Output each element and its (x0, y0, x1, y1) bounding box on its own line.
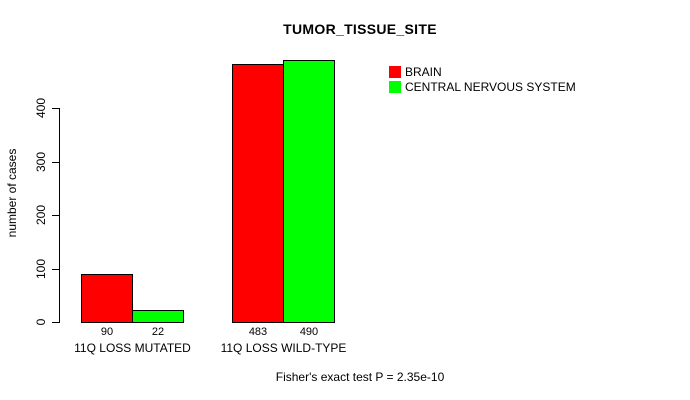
y-tick-mark (52, 108, 59, 109)
legend: BRAIN CENTRAL NERVOUS SYSTEM (389, 66, 576, 96)
y-axis-label: number of cases (5, 148, 19, 238)
legend-label-brain: BRAIN (405, 65, 442, 79)
y-tick-label: 400 (34, 97, 48, 119)
y-tick-label: 0 (34, 318, 48, 326)
x-group-label-11q-loss-wild-type: 11Q LOSS WILD-TYPE (220, 341, 347, 355)
y-tick-mark (52, 322, 59, 323)
bar-value-label: 483 (248, 326, 268, 338)
y-tick-label: 100 (34, 258, 48, 280)
y-tick-mark (52, 215, 59, 216)
fisher-test-caption: Fisher's exact test P = 2.35e-10 (275, 370, 445, 384)
x-group-label-11q-loss-mutated: 11Q LOSS MUTATED (74, 341, 191, 355)
y-axis-line (59, 108, 60, 323)
legend-item-brain: BRAIN (389, 66, 576, 78)
bar-brain-11q-loss-wild-type (232, 64, 284, 323)
legend-item-central-nervous-system: CENTRAL NERVOUS SYSTEM (389, 81, 576, 93)
legend-swatch-red (389, 66, 401, 78)
bar-value-label: 90 (100, 326, 114, 338)
legend-swatch-green (389, 81, 401, 93)
bar-value-label: 22 (151, 326, 165, 338)
bar-value-label: 490 (299, 326, 319, 338)
legend-label-central-nervous-system: CENTRAL NERVOUS SYSTEM (405, 80, 576, 94)
chart-title: TUMOR_TISSUE_SITE (283, 21, 437, 37)
y-tick-label: 200 (34, 204, 48, 226)
y-tick-mark (52, 269, 59, 270)
y-tick-mark (52, 162, 59, 163)
bar-central-nervous-system-11q-loss-wild-type (283, 60, 335, 323)
bar-brain-11q-loss-mutated (81, 274, 133, 323)
y-tick-label: 300 (34, 151, 48, 173)
bar-central-nervous-system-11q-loss-mutated (132, 310, 184, 323)
